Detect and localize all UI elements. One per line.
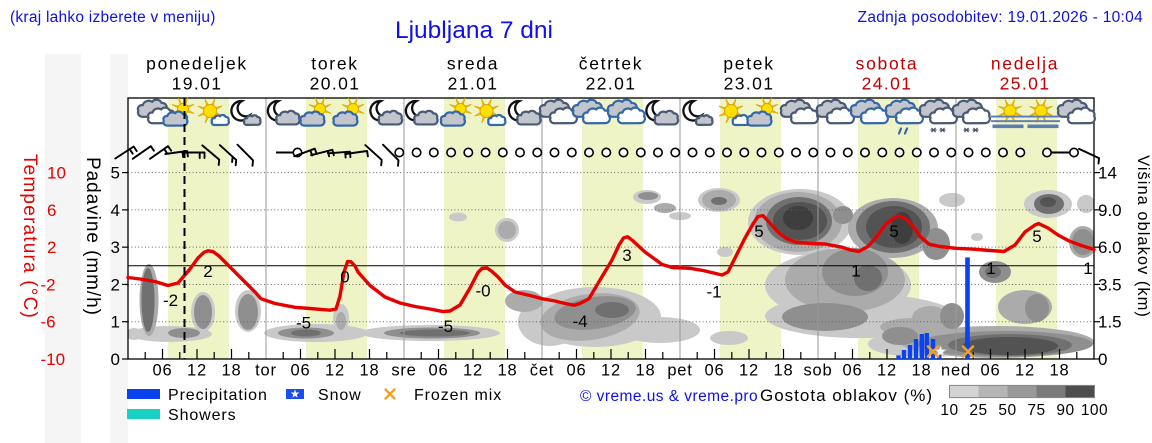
svg-text:06: 06	[843, 362, 863, 380]
svg-text:22.01: 22.01	[586, 74, 637, 94]
svg-text:Višina oblakov (km): Višina oblakov (km)	[1134, 155, 1152, 318]
svg-text:23.01: 23.01	[724, 74, 775, 94]
svg-text:4: 4	[111, 201, 120, 220]
svg-text:0: 0	[1098, 350, 1107, 369]
svg-text:-5: -5	[438, 317, 453, 336]
svg-text:10: 10	[940, 402, 958, 419]
svg-text:3: 3	[622, 246, 631, 265]
svg-text:Zadnja posodobitev: 19.01.2026: Zadnja posodobitev: 19.01.2026 - 10:04	[858, 9, 1144, 26]
svg-text:3: 3	[111, 238, 120, 257]
svg-text:Padavine (mm/h): Padavine (mm/h)	[82, 157, 103, 316]
svg-text:četrtek: četrtek	[579, 54, 643, 74]
svg-text:06: 06	[429, 362, 449, 380]
svg-text:2: 2	[111, 275, 120, 294]
svg-text:10: 10	[47, 164, 66, 183]
svg-text:12: 12	[463, 362, 483, 380]
svg-text:sob: sob	[803, 362, 832, 380]
svg-text:18: 18	[636, 362, 656, 380]
svg-text:sobota: sobota	[856, 54, 919, 74]
svg-text:5: 5	[1032, 227, 1041, 246]
svg-text:06: 06	[705, 362, 725, 380]
svg-text:0: 0	[340, 268, 349, 287]
svg-text:-2: -2	[41, 275, 56, 294]
svg-text:75: 75	[1027, 402, 1045, 419]
svg-text:pet: pet	[667, 362, 692, 380]
svg-text:18: 18	[498, 362, 518, 380]
svg-text:18: 18	[360, 362, 380, 380]
svg-text:Temperatura (°C): Temperatura (°C)	[19, 154, 40, 319]
svg-text:2: 2	[203, 262, 212, 281]
svg-text:Precipitation: Precipitation	[168, 387, 268, 404]
svg-text:18: 18	[774, 362, 794, 380]
svg-text:24.01: 24.01	[862, 74, 913, 94]
svg-text:25: 25	[969, 402, 987, 419]
svg-text:Showers: Showers	[168, 407, 237, 424]
svg-text:(kraj lahko izberete v meniju): (kraj lahko izberete v meniju)	[10, 9, 216, 26]
svg-text:90: 90	[1056, 402, 1074, 419]
svg-text:© vreme.us & vreme.pro: © vreme.us & vreme.pro	[580, 388, 758, 405]
svg-text:18: 18	[912, 362, 932, 380]
svg-text:sreda: sreda	[447, 54, 499, 74]
svg-text:-4: -4	[572, 312, 587, 331]
svg-text:06: 06	[291, 362, 311, 380]
svg-text:1: 1	[986, 259, 995, 278]
svg-text:6: 6	[47, 201, 56, 220]
svg-text:2: 2	[47, 238, 56, 257]
svg-text:Ljubljana 7 dni: Ljubljana 7 dni	[395, 17, 553, 44]
svg-text:12: 12	[187, 362, 207, 380]
svg-text:0: 0	[111, 350, 120, 369]
svg-text:5: 5	[889, 222, 898, 241]
svg-text:-0: -0	[475, 282, 490, 301]
svg-text:Frozen mix: Frozen mix	[414, 387, 502, 404]
svg-text:-10: -10	[41, 350, 66, 369]
svg-text:tor: tor	[255, 362, 277, 380]
svg-text:9.0: 9.0	[1098, 201, 1122, 220]
svg-text:19.01: 19.01	[172, 74, 223, 94]
svg-text:12: 12	[1015, 362, 1035, 380]
svg-text:12: 12	[739, 362, 759, 380]
svg-text:ponedeljek: ponedeljek	[146, 54, 248, 74]
svg-text:20.01: 20.01	[310, 74, 361, 94]
svg-text:50: 50	[998, 402, 1016, 419]
svg-text:-5: -5	[296, 314, 311, 333]
svg-text:6.0: 6.0	[1098, 238, 1122, 257]
svg-text:petek: petek	[723, 54, 774, 74]
svg-text:25.01: 25.01	[1000, 74, 1051, 94]
svg-text:-6: -6	[41, 313, 56, 332]
svg-text:-1: -1	[706, 283, 721, 302]
svg-text:nedelja: nedelja	[991, 54, 1059, 74]
svg-text:1: 1	[851, 262, 860, 281]
svg-text:3.5: 3.5	[1098, 275, 1122, 294]
svg-text:1: 1	[111, 313, 120, 332]
svg-text:06: 06	[981, 362, 1001, 380]
svg-text:5: 5	[111, 164, 120, 183]
svg-text:1: 1	[1083, 259, 1092, 278]
svg-text:5: 5	[754, 222, 763, 241]
svg-text:06: 06	[153, 362, 173, 380]
svg-text:12: 12	[601, 362, 621, 380]
svg-text:ned: ned	[941, 362, 971, 380]
svg-text:Snow: Snow	[318, 387, 362, 404]
svg-text:12: 12	[325, 362, 345, 380]
svg-text:Gostota oblakov (%): Gostota oblakov (%)	[760, 386, 933, 405]
svg-text:14: 14	[1098, 164, 1117, 183]
svg-text:sre: sre	[391, 362, 416, 380]
svg-text:12: 12	[877, 362, 897, 380]
svg-text:1.5: 1.5	[1098, 313, 1122, 332]
svg-text:21.01: 21.01	[448, 74, 499, 94]
svg-text:06: 06	[567, 362, 587, 380]
svg-text:100: 100	[1081, 402, 1108, 419]
svg-text:čet: čet	[530, 362, 554, 380]
svg-text:torek: torek	[311, 54, 358, 74]
svg-text:18: 18	[222, 362, 242, 380]
svg-text:-2: -2	[163, 291, 178, 310]
svg-text:18: 18	[1050, 362, 1070, 380]
